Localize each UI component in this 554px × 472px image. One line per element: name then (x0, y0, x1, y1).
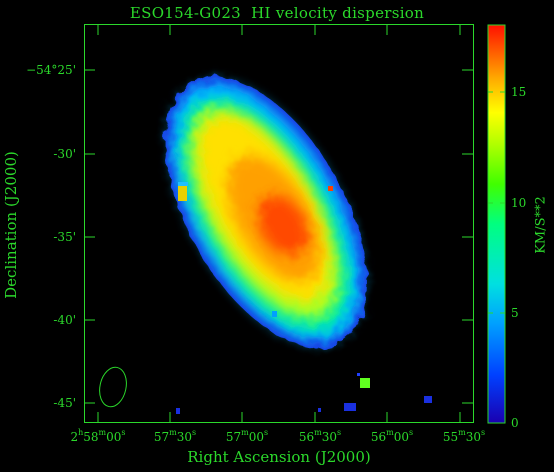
colorbar-tick-label: 10 (511, 196, 527, 210)
x-tick-label: 56m30s (298, 428, 342, 444)
y-tick-label: -45' (53, 396, 76, 410)
beam-ellipse (99, 366, 127, 408)
colorbar-tick-label: 5 (511, 306, 519, 320)
colorbar-tick-label: 0 (511, 416, 519, 430)
y-tick-label: -35' (53, 230, 76, 244)
plot-frame (84, 24, 474, 423)
y-tick-label: -30' (53, 147, 76, 161)
x-axis-label: Right Ascension (J2000) (187, 448, 371, 466)
y-tick-label: −54°25' (26, 63, 76, 77)
colorbar-ticks (488, 91, 505, 424)
colorbar-tick-label: 15 (511, 85, 527, 99)
x-axis-ticks (97, 24, 461, 423)
colorbar-label: KM/S**2 (533, 196, 549, 254)
x-tick-label: 56m00s (370, 428, 414, 444)
noise-specks (176, 182, 432, 414)
y-axis-label: Declination (J2000) (2, 151, 20, 299)
y-axis-ticks (84, 69, 473, 404)
galaxy-dispersion-map (165, 76, 367, 348)
x-tick-label: 57m00s (225, 428, 269, 444)
plot-title: ESO154-G023 HI velocity dispersion (129, 4, 425, 22)
x-tick-label: 55m30s (442, 428, 486, 444)
x-tick-label: 57m30s (153, 428, 197, 444)
colorbar (487, 24, 506, 424)
x-tick-label: 2h58m00s (70, 428, 126, 444)
y-tick-label: -40' (53, 313, 76, 327)
